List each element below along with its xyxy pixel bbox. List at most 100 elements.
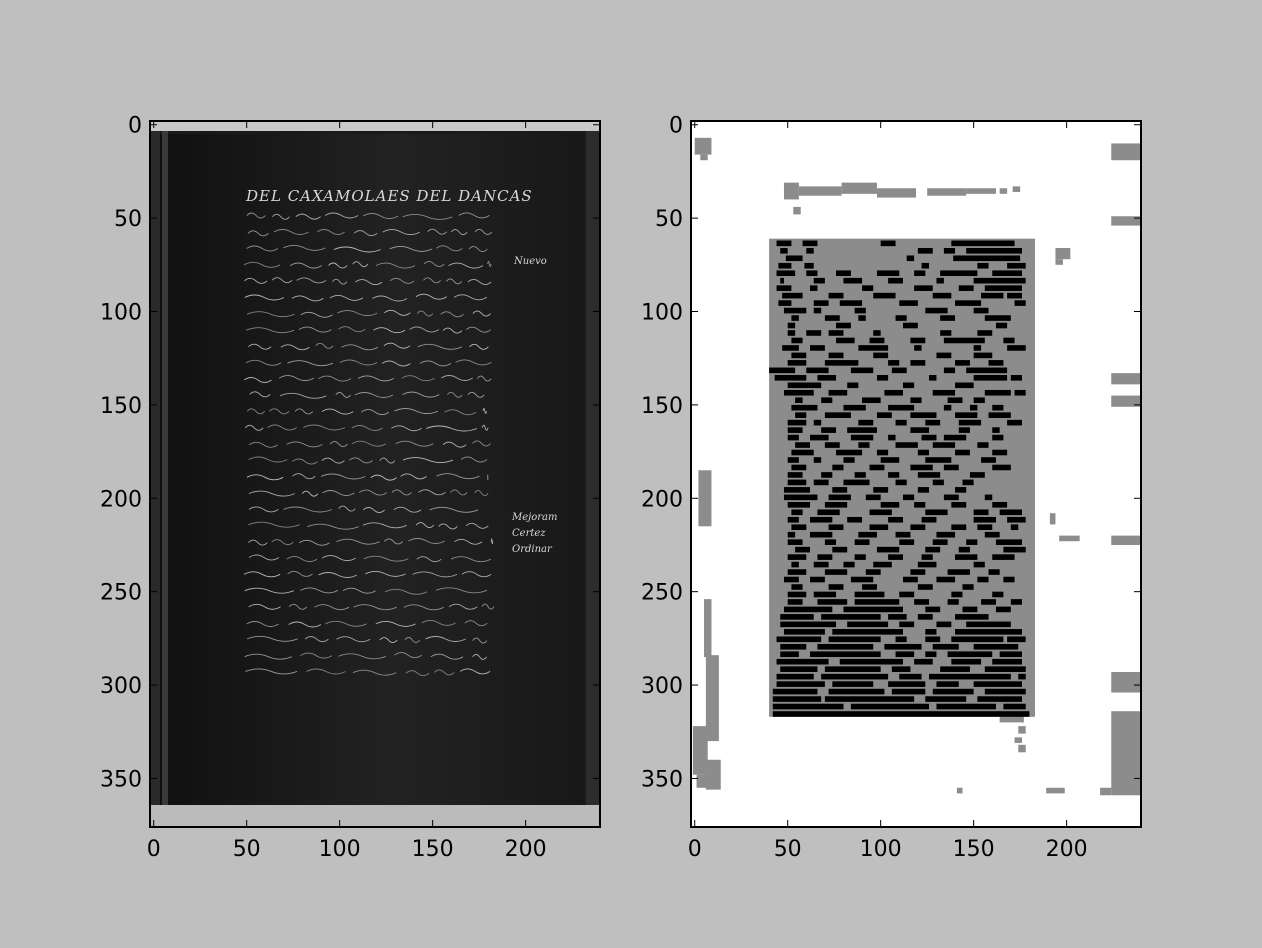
text-pixel-run xyxy=(787,599,803,605)
text-pixel-run xyxy=(995,606,1011,613)
text-pixel-run xyxy=(951,658,982,665)
handwriting-stroke xyxy=(459,668,491,675)
text-pixel-run xyxy=(895,315,907,321)
text-pixel-run xyxy=(932,442,956,448)
text-pixel-run xyxy=(847,382,859,389)
text-pixel-run xyxy=(895,651,915,658)
text-pixel-run xyxy=(824,502,848,508)
y-tick-label: 150 xyxy=(100,394,142,419)
noise-block xyxy=(841,182,877,194)
handwriting-stroke xyxy=(318,572,358,578)
text-pixel-run xyxy=(951,240,1015,247)
handwriting-stroke xyxy=(379,457,396,464)
text-pixel-run xyxy=(824,696,915,702)
text-pixel-run xyxy=(1007,345,1026,351)
handwriting-stroke xyxy=(279,392,327,399)
handwriting-stroke xyxy=(464,620,488,627)
text-pixel-run xyxy=(966,367,1008,374)
text-pixel-run xyxy=(783,606,833,613)
text-pixel-run xyxy=(873,292,896,299)
page-heading: DEL CAXAMOLAES DEL DANCAS xyxy=(245,187,533,205)
text-pixel-run xyxy=(951,636,1004,643)
text-pixel-run xyxy=(780,651,799,658)
x-tick-label: 50 xyxy=(233,837,261,862)
text-pixel-run xyxy=(988,360,1004,366)
text-pixel-run xyxy=(828,292,844,299)
handwriting-stroke xyxy=(474,490,489,497)
handwriting-stroke xyxy=(283,506,333,513)
text-pixel-run xyxy=(1014,389,1026,396)
handwriting-stroke xyxy=(248,603,281,610)
text-pixel-run xyxy=(992,434,1004,441)
handwriting-stroke xyxy=(481,603,495,610)
handwriting-stroke xyxy=(361,409,390,416)
text-pixel-run xyxy=(932,539,948,545)
text-pixel-run xyxy=(914,285,933,291)
noise-block xyxy=(694,137,712,155)
text-pixel-run xyxy=(891,688,926,695)
handwriting-stroke xyxy=(245,359,282,366)
noise-block xyxy=(1059,535,1080,542)
text-pixel-run xyxy=(955,614,989,620)
text-pixel-run xyxy=(1003,576,1015,583)
handwriting-stroke xyxy=(450,556,492,563)
handwriting-stroke xyxy=(329,441,348,448)
text-pixel-run xyxy=(921,554,933,560)
text-pixel-run xyxy=(999,651,1022,658)
handwriting-stroke xyxy=(405,670,430,677)
handwriting-stroke xyxy=(402,213,453,220)
y-tick-label: 250 xyxy=(641,581,683,606)
text-pixel-run xyxy=(899,591,915,598)
text-pixel-run xyxy=(951,591,963,598)
text-pixel-run xyxy=(966,539,978,545)
handwriting-stroke xyxy=(248,554,280,561)
text-pixel-run xyxy=(880,502,900,508)
text-pixel-run xyxy=(932,479,944,486)
x-tick-label: 150 xyxy=(412,837,454,862)
text-pixel-run xyxy=(791,524,807,531)
y-tick-label: 200 xyxy=(641,487,683,512)
handwriting-stroke xyxy=(487,261,492,267)
handwriting-stroke xyxy=(292,458,318,465)
text-pixel-run xyxy=(787,382,822,389)
handwriting-stroke xyxy=(273,229,309,235)
text-pixel-run xyxy=(795,397,803,404)
text-pixel-run xyxy=(984,531,1000,538)
text-pixel-run xyxy=(988,412,1011,418)
text-pixel-run xyxy=(902,494,915,501)
text-pixel-run xyxy=(791,315,799,321)
text-pixel-run xyxy=(832,629,903,635)
handwriting-stroke xyxy=(408,538,446,544)
text-pixel-run xyxy=(992,449,1008,456)
text-pixel-run xyxy=(962,479,974,486)
handwriting-stroke xyxy=(446,278,462,285)
text-pixel-run xyxy=(936,531,956,538)
handwriting-stroke xyxy=(415,522,435,529)
text-pixel-run xyxy=(969,404,978,411)
text-pixel-run xyxy=(795,546,811,553)
text-pixel-run xyxy=(888,404,915,411)
noise-block xyxy=(1055,248,1071,260)
text-pixel-run xyxy=(795,442,811,448)
text-pixel-run xyxy=(984,389,1011,396)
noise-block xyxy=(793,206,801,215)
handwriting-stroke xyxy=(441,375,473,381)
axis-ticks: 0 50 100 150 200 0 50 100 150 200 250 300 350 xyxy=(641,114,1141,862)
x-tick-label: 200 xyxy=(1046,837,1088,862)
handwriting-stroke xyxy=(391,425,422,432)
text-pixel-run xyxy=(813,277,825,284)
text-pixel-run xyxy=(854,472,866,478)
text-pixel-run xyxy=(936,277,944,284)
margin-note: Mejoram xyxy=(511,512,558,523)
handwriting-stroke xyxy=(418,489,446,496)
text-pixel-run xyxy=(774,375,807,381)
noise-block xyxy=(1111,373,1141,385)
text-pixel-run xyxy=(910,524,926,531)
text-pixel-run xyxy=(910,412,937,418)
text-pixel-run xyxy=(932,389,956,396)
text-pixel-run xyxy=(921,434,937,441)
handwriting-stroke xyxy=(351,425,383,431)
handwriting-stroke xyxy=(248,539,268,546)
handwriting-stroke xyxy=(394,408,439,415)
text-pixel-run xyxy=(782,345,799,351)
